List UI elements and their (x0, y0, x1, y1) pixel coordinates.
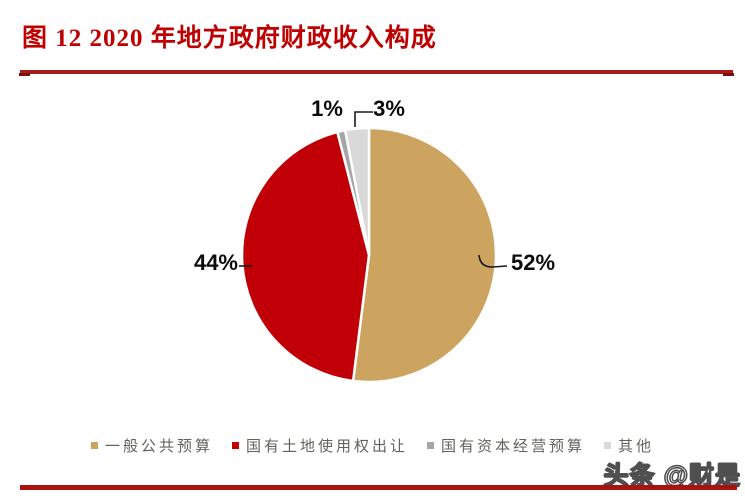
data-label-1pct: 1% (311, 96, 343, 121)
legend-swatch-general-public-budget (90, 442, 98, 449)
bottom-red-bar (20, 485, 737, 490)
pie-slice-general-public-budget (351, 126, 498, 384)
rule-end-tick-right (723, 73, 734, 76)
data-label-3pct: 3% (373, 96, 405, 121)
legend-label: 国有资本经营预算 (441, 439, 586, 455)
legend-label: 一般公共预算 (104, 439, 213, 455)
legend-swatch-land-transfer (231, 442, 239, 449)
pie-slice-other (343, 126, 371, 256)
data-label-44pct: 44% (193, 250, 238, 275)
legend-item-other: 其他 (604, 435, 654, 456)
leader-line-3pct (354, 111, 373, 127)
pie-slice-land-transfer (240, 130, 371, 383)
data-label-52pct: 52% (511, 250, 556, 275)
legend-label: 其他 (618, 439, 655, 455)
figure-title: 图 12 2020 年地方政府财政收入构成 (22, 25, 437, 52)
legend-item-general-public-budget: 一般公共预算 (90, 435, 213, 456)
leader-line-52pct (478, 254, 508, 268)
legend-item-land-transfer: 国有土地使用权出让 (231, 435, 408, 456)
legend-item-state-capital-budget: 国有资本经营预算 (427, 435, 585, 456)
title-underline-rule (19, 70, 734, 76)
pie-slices-group (240, 126, 498, 384)
chart-legend: 一般公共预算 国有土地使用权出让 国有资本经营预算 其他 (0, 435, 745, 456)
legend-label: 国有土地使用权出让 (245, 439, 408, 455)
legend-swatch-other (604, 442, 612, 449)
legend-swatch-state-capital-budget (427, 442, 434, 449)
rule-end-tick-left (19, 73, 30, 76)
